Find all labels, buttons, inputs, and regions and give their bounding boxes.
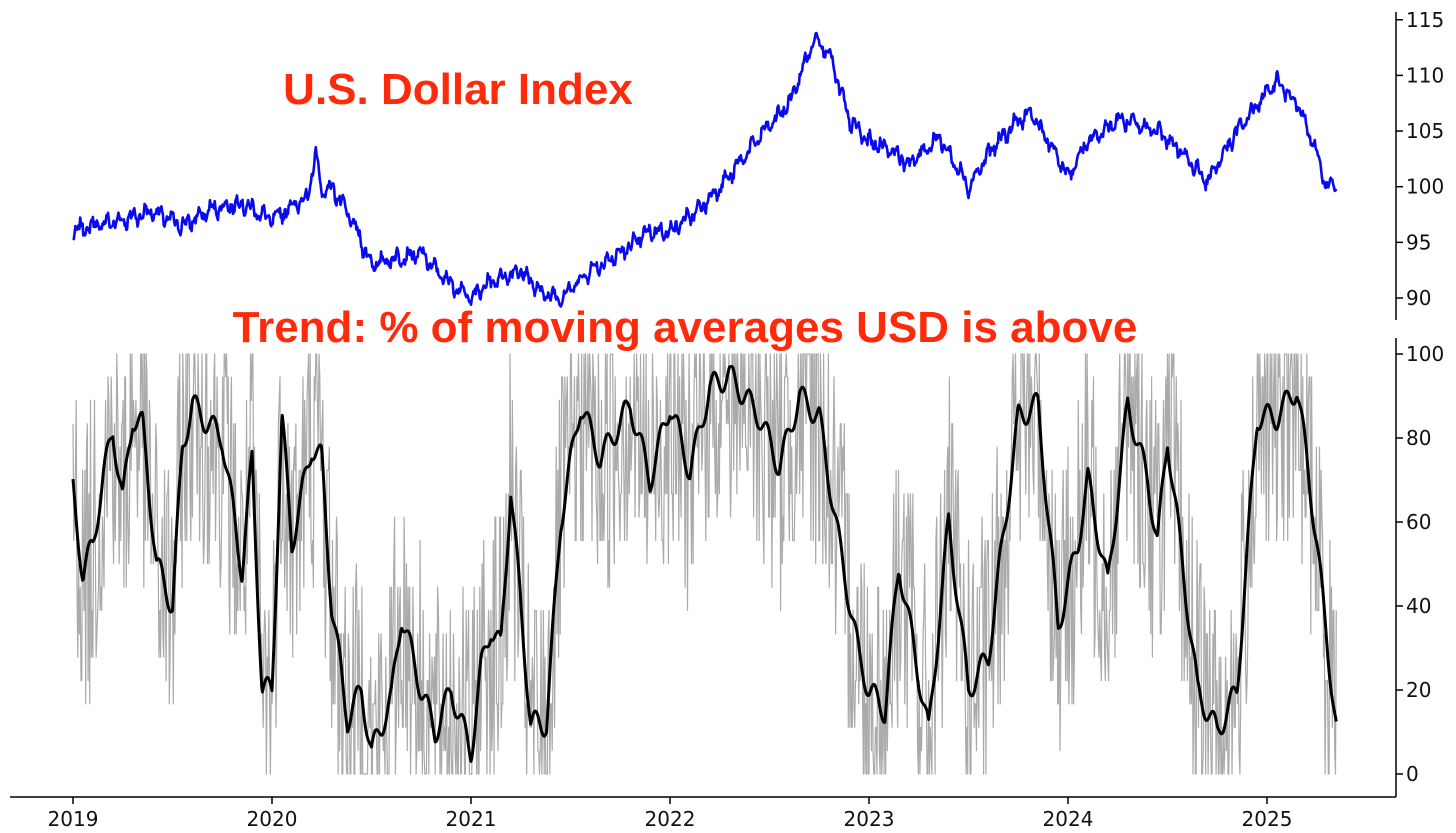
trend-y-tick-label: 40 — [1406, 594, 1431, 618]
x-tick-label: 2024 — [1043, 807, 1094, 831]
dxy-y-tick-label: 105 — [1406, 119, 1444, 143]
trend-panel: 0 20 40 60 80 100 2019 2020 2021 2022 2023 2024 202… — [10, 303, 1444, 831]
x-tick-label: 2021 — [446, 807, 497, 831]
dxy-y-tick-label: 90 — [1406, 286, 1431, 310]
dxy-y-tick-label: 110 — [1406, 63, 1444, 87]
trend-title: Trend: % of moving averages USD is above — [233, 303, 1138, 352]
x-tick-label: 2022 — [645, 807, 696, 831]
dxy-y-tick-label: 100 — [1406, 175, 1444, 199]
dxy-series-line — [72, 31, 1338, 308]
dxy-title: U.S. Dollar Index — [283, 65, 633, 114]
dxy-y-tick-label: 115 — [1406, 8, 1444, 32]
trend-smoothed-series-line — [71, 365, 1338, 763]
x-tick-label: 2025 — [1242, 807, 1293, 831]
trend-y-tick-label: 60 — [1406, 510, 1431, 534]
trend-y-tick-label: 20 — [1406, 678, 1431, 702]
x-tick-label: 2019 — [48, 807, 99, 831]
dxy-y-ticks: 90 95 100 105 110 115 — [1396, 8, 1444, 310]
x-axis-ticks: 2019 2020 2021 2022 2023 2024 2025 — [48, 797, 1293, 831]
x-tick-label: 2020 — [247, 807, 298, 831]
dxy-y-tick-label: 95 — [1406, 230, 1431, 254]
x-tick-label: 2023 — [844, 807, 895, 831]
trend-y-tick-label: 100 — [1406, 342, 1444, 366]
trend-raw-series-line — [72, 353, 1337, 775]
trend-y-tick-label: 0 — [1406, 762, 1419, 786]
trend-y-ticks: 0 20 40 60 80 100 — [1396, 342, 1444, 786]
trend-y-tick-label: 80 — [1406, 426, 1431, 450]
dxy-panel: 90 95 100 105 110 115 U.S. Dollar Index — [72, 8, 1444, 320]
